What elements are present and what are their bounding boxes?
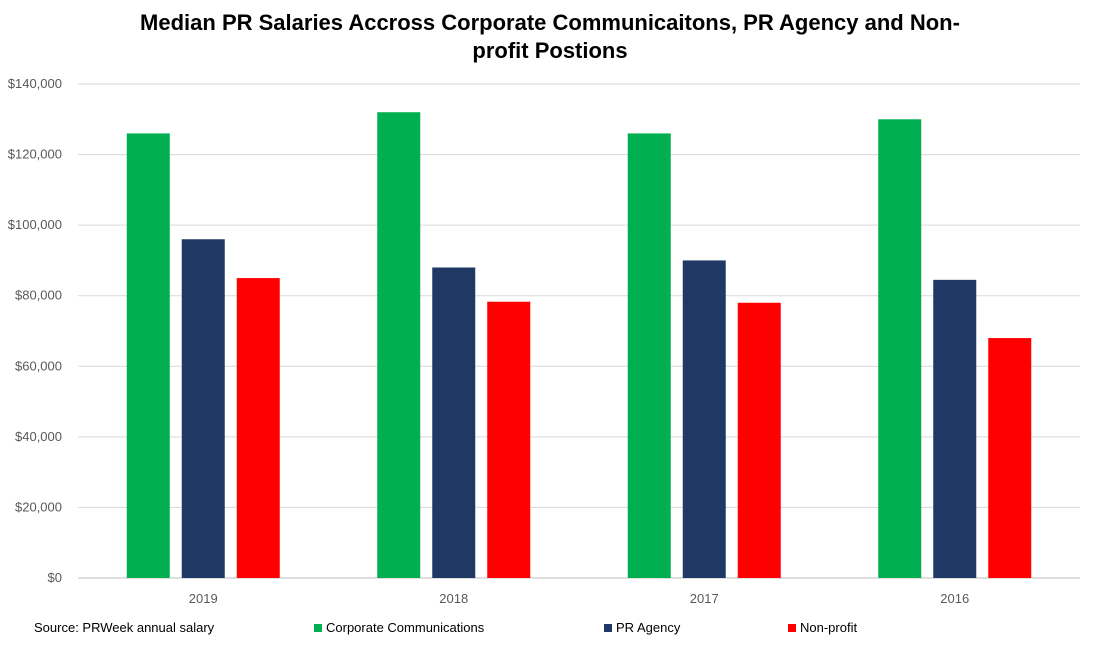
x-tick-label: 2016 bbox=[940, 591, 969, 606]
bar-pr-agency-2017 bbox=[682, 260, 726, 578]
bar-non-profit-2017 bbox=[737, 302, 781, 578]
bar-pr-agency-2019 bbox=[181, 239, 225, 578]
y-tick-label: $0 bbox=[48, 570, 62, 585]
legend-item-pr-agency: PR Agency bbox=[604, 620, 680, 635]
source-note: Source: PRWeek annual salary bbox=[34, 620, 215, 635]
legend-item-non-profit: Non-profit bbox=[788, 620, 857, 635]
bar-non-profit-2016 bbox=[988, 338, 1032, 578]
chart-title-line-2: profit Postions bbox=[472, 38, 628, 63]
y-tick-label: $60,000 bbox=[15, 358, 62, 373]
y-tick-label: $20,000 bbox=[15, 499, 62, 514]
x-tick-label: 2017 bbox=[690, 591, 719, 606]
y-tick-label: $100,000 bbox=[8, 217, 62, 232]
legend-label-pr-agency: PR Agency bbox=[616, 620, 681, 635]
x-tick-label: 2018 bbox=[439, 591, 468, 606]
y-tick-label: $120,000 bbox=[8, 147, 62, 162]
legend-swatch-pr-agency bbox=[604, 623, 612, 632]
bar-pr-agency-2018 bbox=[432, 267, 476, 578]
legend-swatch-non-profit bbox=[788, 623, 796, 632]
bar-corporate-communications-2018 bbox=[377, 112, 421, 578]
legend-label-non-profit: Non-profit bbox=[800, 620, 858, 635]
bar-pr-agency-2016 bbox=[933, 279, 977, 578]
y-tick-label: $40,000 bbox=[15, 429, 62, 444]
legend-item-corporate-communications: Corporate Communications bbox=[314, 620, 484, 635]
chart-title: Median PR Salaries Accross Corporate Com… bbox=[60, 9, 1040, 65]
bar-non-profit-2018 bbox=[487, 301, 531, 578]
y-tick-label: $80,000 bbox=[15, 288, 62, 303]
bar-corporate-communications-2017 bbox=[627, 133, 671, 578]
legend-swatch-corporate-communications bbox=[314, 623, 322, 632]
bar-corporate-communications-2016 bbox=[878, 119, 922, 579]
bar-corporate-communications-2019 bbox=[126, 133, 170, 578]
bar-non-profit-2019 bbox=[236, 278, 280, 578]
chart-title-line-1: Median PR Salaries Accross Corporate Com… bbox=[140, 10, 960, 35]
x-tick-label: 2019 bbox=[189, 591, 218, 606]
y-tick-label: $140,000 bbox=[8, 76, 62, 91]
legend-label-corporate-communications: Corporate Communications bbox=[326, 620, 485, 635]
